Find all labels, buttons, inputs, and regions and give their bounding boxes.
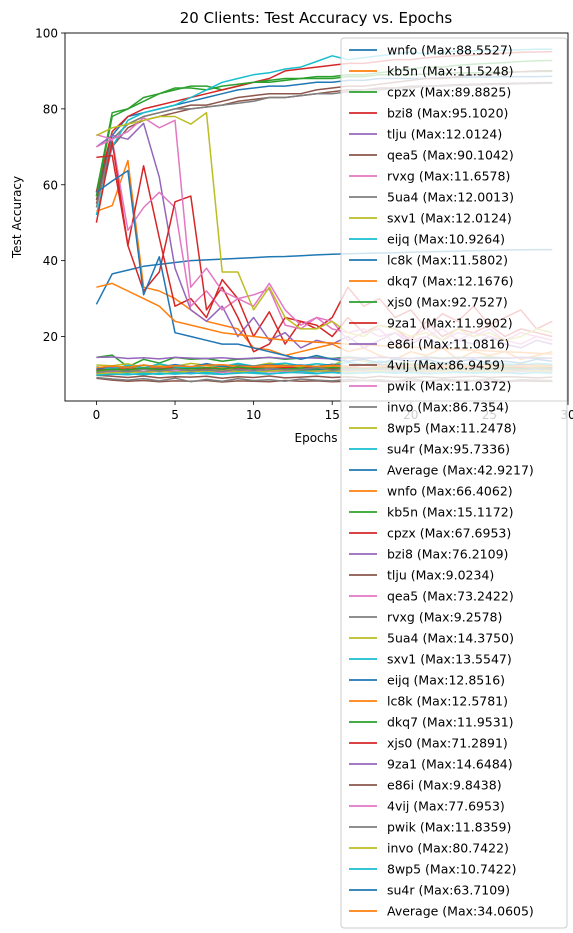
chart-title: 20 Clients: Test Accuracy vs. Epochs — [180, 9, 453, 27]
legend-label-35: e86i (Max:9.8438) — [387, 778, 502, 793]
legend-label-12: xjs0 (Max:92.7527) — [387, 295, 508, 310]
legend-label-0: wnfo (Max:88.5527) — [387, 43, 513, 58]
plot-frame — [64, 32, 569, 402]
legend-label-41: Average (Max:34.0605) — [387, 904, 534, 919]
y-tick-label-40: 40 — [43, 254, 58, 268]
legend-label-38: invo (Max:80.7422) — [387, 841, 509, 856]
y-tick-label-60: 60 — [43, 178, 58, 192]
legend-label-9: eijq (Max:10.9264) — [387, 232, 505, 247]
legend-label-6: rvxg (Max:11.6578) — [387, 169, 510, 184]
legend-label-33: xjs0 (Max:71.2891) — [387, 736, 508, 751]
legend-label-11: dkq7 (Max:12.1676) — [387, 274, 514, 289]
x-tick-label-5: 5 — [171, 408, 179, 422]
legend-label-8: sxv1 (Max:12.0124) — [387, 211, 512, 226]
y-axis-ticks: 20 40 60 80 100 — [35, 27, 65, 344]
legend-label-37: pwik (Max:11.8359) — [387, 820, 511, 835]
legend-label-36: 4vij (Max:77.6953) — [387, 799, 505, 814]
x-tick-label-15: 15 — [325, 408, 340, 422]
legend-label-4: tlju (Max:12.0124) — [387, 127, 502, 142]
legend-label-23: cpzx (Max:67.6953) — [387, 526, 511, 541]
legend-label-19: su4r (Max:95.7336) — [387, 442, 510, 457]
y-tick-label-100: 100 — [35, 27, 58, 41]
legend-label-28: 5ua4 (Max:14.3750) — [387, 631, 514, 646]
legend-label-5: qea5 (Max:90.1042) — [387, 148, 514, 163]
legend-label-24: bzi8 (Max:76.2109) — [387, 547, 508, 562]
legend-label-13: 9za1 (Max:11.9902) — [387, 316, 513, 331]
legend-label-21: wnfo (Max:66.4062) — [387, 484, 513, 499]
legend-label-39: 8wp5 (Max:10.7422) — [387, 862, 517, 877]
y-tick-label-20: 20 — [43, 330, 58, 344]
legend-label-31: lc8k (Max:12.5781) — [387, 694, 508, 709]
legend-label-25: tlju (Max:9.0234) — [387, 568, 494, 583]
legend-label-15: 4vij (Max:86.9459) — [387, 358, 505, 373]
legend-label-17: invo (Max:86.7354) — [387, 400, 509, 415]
legend-label-1: kb5n (Max:11.5248) — [387, 64, 514, 79]
legend-label-2: cpzx (Max:89.8825) — [387, 85, 511, 100]
legend-label-34: 9za1 (Max:14.6484) — [387, 757, 513, 772]
x-tick-label-10: 10 — [246, 408, 261, 422]
x-tick-label-0: 0 — [93, 408, 101, 422]
y-axis-label: Test Accuracy — [10, 176, 24, 259]
legend-label-14: e86i (Max:11.0816) — [387, 337, 510, 352]
legend-label-20: Average (Max:42.9217) — [387, 463, 534, 478]
legend-label-18: 8wp5 (Max:11.2478) — [387, 421, 517, 436]
legend-label-26: qea5 (Max:73.2422) — [387, 589, 514, 604]
legend-label-22: kb5n (Max:15.1172) — [387, 505, 514, 520]
legend-label-27: rvxg (Max:9.2578) — [387, 610, 502, 625]
y-tick-label-80: 80 — [43, 102, 58, 116]
legend-label-40: su4r (Max:63.7109) — [387, 883, 510, 898]
legend-label-7: 5ua4 (Max:12.0013) — [387, 190, 514, 205]
legend: wnfo (Max:88.5527) kb5n (Max:11.5248) cpzx… — [340, 37, 568, 929]
x-axis-label: Epochs — [295, 431, 338, 445]
legend-label-10: lc8k (Max:11.5802) — [387, 253, 508, 268]
legend-box — [340, 37, 568, 929]
legend-label-29: sxv1 (Max:13.5547) — [387, 652, 512, 667]
legend-label-30: eijq (Max:12.8516) — [387, 673, 505, 688]
legend-label-3: bzi8 (Max:95.1020) — [387, 106, 508, 121]
legend-label-32: dkq7 (Max:11.9531) — [387, 715, 514, 730]
legend-label-16: pwik (Max:11.0372) — [387, 379, 511, 394]
